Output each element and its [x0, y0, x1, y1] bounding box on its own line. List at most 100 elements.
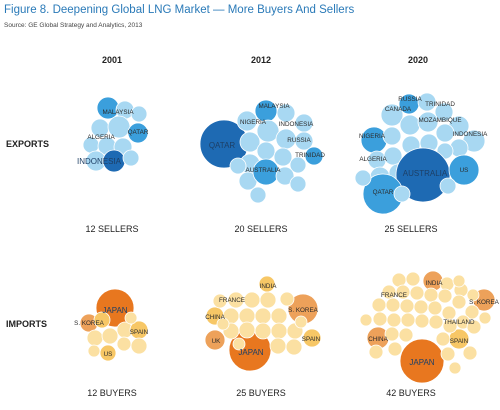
count-exports-2020: 25 SELLERS	[384, 224, 437, 234]
label-exports-2020-australia: AUSTRALIA	[403, 169, 448, 178]
year-header-2012: 2012	[251, 55, 271, 65]
cluster-exports-2001	[82, 96, 149, 173]
bubble-imports-2020-9	[466, 288, 480, 302]
label-imports-2001-s-korea: S. KOREA	[74, 320, 105, 327]
bubble-imports-2020-6	[405, 271, 421, 287]
bubble-imports-2020-16	[464, 304, 480, 320]
label-exports-2012-nigeria: NIGERIA	[240, 119, 267, 126]
bubble-exports-2001-5	[127, 122, 149, 144]
count-labels: 12 SELLERS 20 SELLERS 25 SELLERS 12 BUYERS 2…	[85, 224, 437, 398]
bubble-imports-2020-35	[387, 341, 403, 357]
bubble-imports-2012-11	[204, 329, 226, 351]
label-exports-2012-trinidad: TRINIDAD	[295, 152, 325, 159]
cluster-imports-2020	[359, 270, 496, 384]
label-exports-2012-malaysia: MALAYSIA	[258, 103, 290, 110]
bubble-imports-2001-5	[86, 329, 104, 347]
bubble-imports-2020-38	[368, 344, 384, 360]
label-imports-2020-france: FRANCE	[381, 292, 407, 299]
label-exports-2020-russia: RUSSIA	[398, 96, 422, 103]
cluster-imports-2001	[79, 288, 149, 362]
bubble-exports-2012-19	[289, 175, 307, 193]
label-imports-2020-spain: SPAIN	[450, 338, 469, 345]
bubble-imports-2012-18	[285, 338, 303, 356]
bubble-imports-2012-22	[279, 291, 295, 307]
bubble-imports-2020-17	[371, 297, 387, 313]
label-exports-2020-nigeria: NIGERIA	[359, 133, 386, 140]
label-exports-2020-indonesia: INDONESIA	[453, 131, 488, 138]
cluster-exports-2012	[199, 99, 324, 204]
bubble-exports-2020-1	[380, 103, 404, 127]
label-imports-2020-india: INDIA	[426, 280, 444, 287]
bubble-imports-2012-9	[254, 307, 272, 325]
count-exports-2001: 12 SELLERS	[85, 224, 138, 234]
bubble-exports-2012-9	[304, 146, 324, 166]
bubble-exports-2012-17	[249, 186, 267, 204]
bubble-exports-2001-2	[130, 105, 148, 123]
bubble-imports-2020-26	[400, 312, 416, 328]
bubble-imports-2020-18	[385, 297, 401, 313]
bubble-exports-2012-5	[239, 131, 261, 153]
bubble-imports-2020-20	[413, 299, 429, 315]
bubble-imports-2020-14	[437, 288, 453, 304]
bubble-imports-2020-33	[435, 331, 451, 347]
chart-source: Source: GE Global Strategy and Analytics…	[4, 22, 143, 29]
row-label-exports: EXPORTS	[6, 139, 49, 149]
bubble-imports-2001-7	[116, 336, 132, 352]
bubble-imports-2001-10	[87, 344, 101, 358]
bubble-exports-2020-10	[435, 123, 455, 143]
label-imports-2012-france: FRANCE	[219, 297, 245, 304]
bubble-exports-2012-1	[236, 110, 258, 132]
bubble-exports-2020-0	[360, 126, 388, 154]
label-exports-2012-russia: RUSSIA	[287, 137, 311, 144]
bubble-imports-2012-20	[216, 317, 230, 331]
bubble-exports-2020-4	[434, 102, 454, 122]
bubble-imports-2012-24	[294, 315, 308, 329]
label-imports-2020-s-korea: S. KOREA	[469, 299, 500, 306]
bubble-imports-2012-14	[254, 322, 272, 340]
label-imports-2020-japan: JAPAN	[409, 358, 434, 367]
bubble-imports-2020-34	[462, 345, 478, 361]
bubble-imports-2012-19	[302, 328, 322, 348]
bubble-imports-2020-24	[372, 311, 388, 327]
label-imports-2012-japan: JAPAN	[238, 348, 263, 357]
label-imports-2001-japan: JAPAN	[102, 306, 127, 315]
label-imports-2012-uk: UK	[212, 338, 222, 345]
label-exports-2001-indonesia: INDONESIA	[77, 157, 122, 166]
chart-headers: 2001 2012 2020 EXPORTS IMPORTS	[6, 55, 428, 329]
year-header-2001: 2001	[102, 55, 122, 65]
bubble-exports-2012-16	[275, 166, 295, 186]
label-exports-2020-canada: CANADA	[385, 106, 412, 113]
bubble-imports-2020-41	[452, 274, 466, 288]
bubble-exports-2020-23	[393, 185, 411, 203]
bubble-exports-2020-20	[448, 154, 480, 186]
label-imports-2012-spain: SPAIN	[302, 336, 321, 343]
bubble-exports-2001-11	[122, 149, 140, 167]
bubble-imports-2001-2	[93, 311, 111, 329]
label-exports-2012-indonesia: INDONESIA	[279, 121, 314, 128]
bubble-imports-2020-22	[441, 305, 457, 321]
bubble-imports-2020-25	[386, 312, 402, 328]
bubble-exports-2020-7	[382, 126, 402, 146]
label-exports-2001-malaysia: MALAYSIA	[102, 109, 134, 116]
bubble-imports-2020-40	[448, 361, 462, 375]
bubble-imports-2012-17	[269, 337, 287, 355]
bubble-imports-2012-4	[259, 291, 277, 309]
bubble-imports-2020-19	[399, 298, 415, 314]
bubble-imports-2012-15	[270, 322, 288, 340]
bubble-imports-2012-23	[212, 293, 228, 309]
bubble-exports-2012-3	[276, 103, 296, 123]
bubble-exports-2020-22	[439, 177, 457, 195]
bubble-imports-2012-21	[232, 337, 246, 351]
bubble-imports-2001-6	[101, 327, 119, 345]
bubble-clusters	[79, 92, 496, 384]
count-imports-2012: 25 BUYERS	[236, 388, 286, 398]
label-exports-2020-mozambique: MOZAMBIQUE	[418, 117, 461, 124]
bubble-imports-2020-28	[428, 314, 444, 330]
bubble-exports-2012-11	[256, 141, 276, 161]
bubble-imports-2012-10	[270, 307, 288, 325]
bubble-exports-2012-13	[289, 156, 307, 174]
label-imports-2012-india: INDIA	[260, 283, 278, 290]
label-imports-2001-spain: SPAIN	[130, 329, 149, 336]
label-imports-2020-china: CHINA	[368, 336, 388, 343]
